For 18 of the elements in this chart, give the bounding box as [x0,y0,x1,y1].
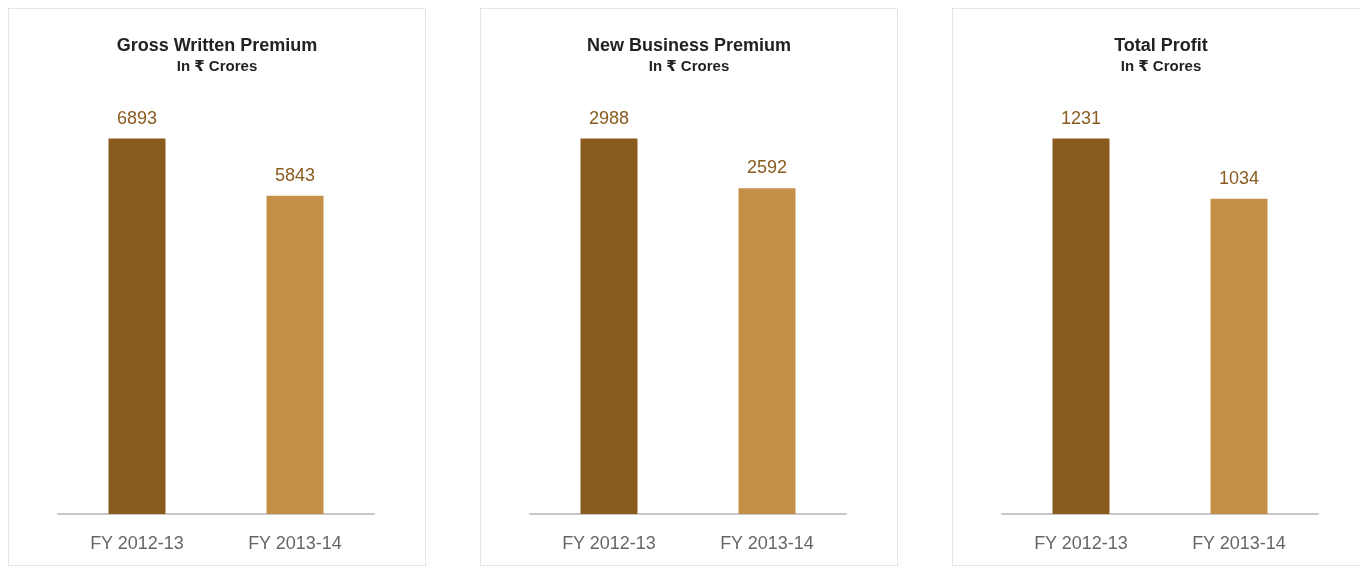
x-tick-label: FY 2012-13 [562,533,656,553]
data-label: 2988 [588,107,630,128]
chart-subtitle: In ₹ Crores [176,57,258,74]
x-tick-label: FY 2012-13 [1034,533,1128,553]
x-tick-label: FY 2012-13 [90,533,184,553]
data-label: 6893 [116,107,158,128]
chart-subtitle: In ₹ Crores [648,57,730,74]
x-tick-label: FY 2013-14 [248,533,342,553]
chart-title: Total Profit [1114,35,1208,55]
data-label: 5843 [274,164,316,185]
x-tick-label: FY 2013-14 [720,533,814,553]
data-label: 1034 [1218,167,1260,188]
chart-title: New Business Premium [586,35,792,55]
data-label: 1231 [1060,107,1102,128]
chart-title: Gross Written Premium [116,35,318,55]
data-label: 2592 [746,157,788,178]
x-tick-label: FY 2013-14 [1192,533,1286,553]
chart-subtitle: In ₹ Crores [1120,57,1202,74]
